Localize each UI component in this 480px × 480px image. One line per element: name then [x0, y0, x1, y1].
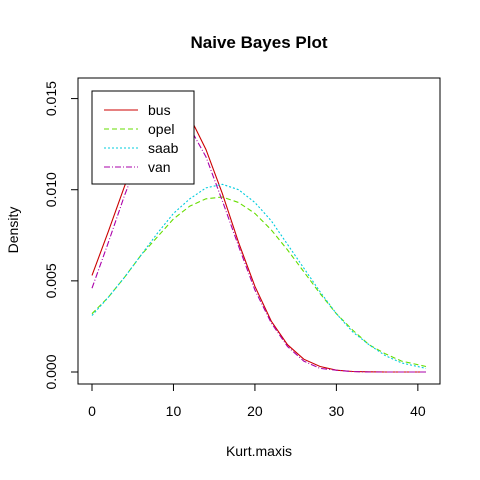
legend-label-bus: bus	[148, 102, 171, 118]
x-axis-label: Kurt.maxis	[226, 443, 292, 459]
y-axis-label: Density	[5, 207, 21, 254]
series-line-opel	[91, 196, 427, 368]
y-tick-label: 0.000	[43, 354, 59, 389]
x-tick-label: 10	[166, 403, 182, 419]
x-tick-label: 40	[410, 403, 426, 419]
chart-title: Naive Bayes Plot	[190, 33, 327, 52]
legend-box	[91, 90, 195, 185]
x-axis: 0 10 20 30 40	[88, 383, 426, 419]
x-tick-label: 20	[247, 403, 263, 419]
x-tick-label: 30	[329, 403, 345, 419]
y-tick-label: 0.010	[43, 172, 59, 207]
y-tick-label: 0.015	[43, 81, 59, 116]
y-tick-label: 0.005	[43, 263, 59, 298]
legend-label-opel: opel	[148, 121, 174, 137]
x-tick-label: 0	[88, 403, 96, 419]
legend-label-saab: saab	[148, 140, 179, 156]
legend: bus opel saab van	[91, 90, 195, 185]
legend-label-van: van	[148, 159, 171, 175]
y-axis: 0.000 0.005 0.010 0.015	[43, 81, 79, 390]
